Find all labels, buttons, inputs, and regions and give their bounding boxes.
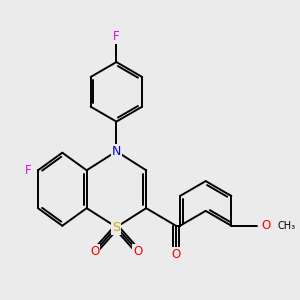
Text: N: N — [112, 145, 121, 158]
Text: O: O — [134, 245, 143, 258]
Text: F: F — [25, 164, 32, 177]
Text: F: F — [113, 30, 120, 43]
Text: CH₃: CH₃ — [278, 221, 296, 231]
Text: O: O — [261, 219, 270, 232]
Text: S: S — [112, 220, 120, 234]
Text: O: O — [171, 248, 181, 261]
Text: O: O — [90, 245, 99, 258]
